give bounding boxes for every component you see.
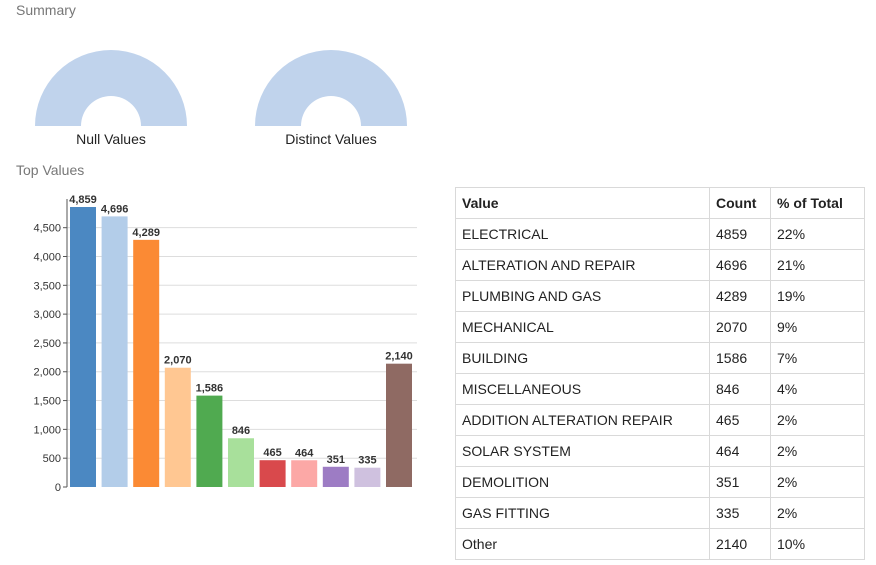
value-cell: ELECTRICAL [455, 218, 710, 250]
bar [354, 467, 381, 487]
value-cell: ADDITION ALTERATION REPAIR [455, 404, 710, 436]
bar-value-label: 2,070 [164, 355, 192, 367]
table-row: MISCELLANEOUS 846 4% [455, 373, 865, 405]
bar-value-label: 351 [327, 454, 345, 466]
distinct-values-gauge-arc [255, 50, 407, 126]
top-values-title: Top Values [16, 162, 85, 178]
bar-value-label: 4,859 [69, 194, 97, 206]
percent-cell: 19% [770, 280, 865, 312]
value-cell: PLUMBING AND GAS [455, 280, 710, 312]
y-tick-label: 3,000 [33, 309, 61, 321]
y-tick-label: 2,500 [33, 338, 61, 350]
top-values-chart: 0 500 1,000 1,500 2,000 2,500 3,000 3,500 4,000 4… [0, 190, 430, 500]
null-values-gauge: Null Values [35, 40, 187, 147]
bar-value-label: 4,289 [132, 227, 160, 239]
bar-value-label: 846 [232, 425, 250, 437]
percent-cell: 7% [770, 342, 865, 374]
percent-cell: 2% [770, 404, 865, 436]
y-tick-label: 3,500 [33, 280, 61, 292]
percent-cell: 22% [770, 218, 865, 250]
bar [70, 207, 96, 487]
y-tick-label: 2,000 [33, 367, 61, 379]
percent-cell: 2% [770, 466, 865, 498]
count-cell: 2070 [709, 311, 771, 343]
value-cell: MECHANICAL [455, 311, 710, 343]
bar-value-label: 464 [295, 447, 314, 459]
value-cell: ALTERATION AND REPAIR [455, 249, 710, 281]
y-tick-label: 0 [55, 482, 61, 494]
column-header-value[interactable]: Value [455, 187, 710, 219]
value-cell: BUILDING [455, 342, 710, 374]
percent-cell: 2% [770, 435, 865, 467]
distinct-values-label: Distinct Values [285, 131, 377, 147]
bar-value-label: 1,586 [196, 383, 224, 395]
count-cell: 4289 [709, 280, 771, 312]
column-header-count[interactable]: Count [709, 187, 771, 219]
column-header-percent[interactable]: % of Total [770, 187, 865, 219]
table-row: PLUMBING AND GAS 4289 19% [455, 280, 865, 312]
top-values-table: Value Count % of Total ELECTRICAL 4859 22%… [455, 187, 865, 560]
table-row: GAS FITTING 335 2% [455, 497, 865, 529]
percent-cell: 21% [770, 249, 865, 281]
bar-chart-svg: 0 500 1,000 1,500 2,000 2,500 3,000 3,500 4,000 4… [33, 194, 417, 494]
table-row: ELECTRICAL 4859 22% [455, 218, 865, 250]
null-values-label: Null Values [76, 131, 146, 147]
count-cell: 1586 [709, 342, 771, 374]
bar [259, 460, 286, 487]
percent-cell: 2% [770, 497, 865, 529]
table-row: DEMOLITION 351 2% [455, 466, 865, 498]
y-tick-label: 500 [43, 453, 61, 465]
table-row: ADDITION ALTERATION REPAIR 465 2% [455, 404, 865, 436]
percent-cell: 4% [770, 373, 865, 405]
value-cell: SOLAR SYSTEM [455, 435, 710, 467]
count-cell: 846 [709, 373, 771, 405]
count-cell: 4696 [709, 249, 771, 281]
bar-value-label: 465 [263, 447, 281, 459]
table-row: Other 2140 10% [455, 528, 865, 560]
bar-value-label: 4,696 [101, 203, 129, 215]
value-cell: Other [455, 528, 710, 560]
null-values-gauge-arc [35, 50, 187, 126]
count-cell: 335 [709, 497, 771, 529]
bar [196, 395, 223, 487]
count-cell: 464 [709, 435, 771, 467]
value-cell: DEMOLITION [455, 466, 710, 498]
value-cell: MISCELLANEOUS [455, 373, 710, 405]
y-tick-label: 4,000 [33, 251, 61, 263]
count-cell: 465 [709, 404, 771, 436]
percent-cell: 10% [770, 528, 865, 560]
bar-value-label: 2,140 [385, 351, 413, 363]
y-tick-label: 1,000 [33, 424, 61, 436]
y-tick-label: 4,500 [33, 223, 61, 235]
bar [101, 216, 128, 487]
bar-value-label: 335 [358, 455, 376, 467]
distinct-values-gauge: Distinct Values [255, 40, 407, 147]
percent-cell: 9% [770, 311, 865, 343]
bar [291, 460, 318, 487]
table-row: ALTERATION AND REPAIR 4696 21% [455, 249, 865, 281]
bar [228, 438, 254, 487]
table-row: SOLAR SYSTEM 464 2% [455, 435, 865, 467]
y-tick-label: 1,500 [33, 396, 61, 408]
bar [386, 363, 412, 487]
bar [164, 367, 191, 487]
value-cell: GAS FITTING [455, 497, 710, 529]
bar [322, 466, 349, 487]
count-cell: 4859 [709, 218, 771, 250]
bar [133, 239, 160, 487]
table-header-row: Value Count % of Total [455, 187, 865, 219]
table-row: MECHANICAL 2070 9% [455, 311, 865, 343]
count-cell: 351 [709, 466, 771, 498]
summary-title: Summary [16, 2, 76, 18]
count-cell: 2140 [709, 528, 771, 560]
table-row: BUILDING 1586 7% [455, 342, 865, 374]
